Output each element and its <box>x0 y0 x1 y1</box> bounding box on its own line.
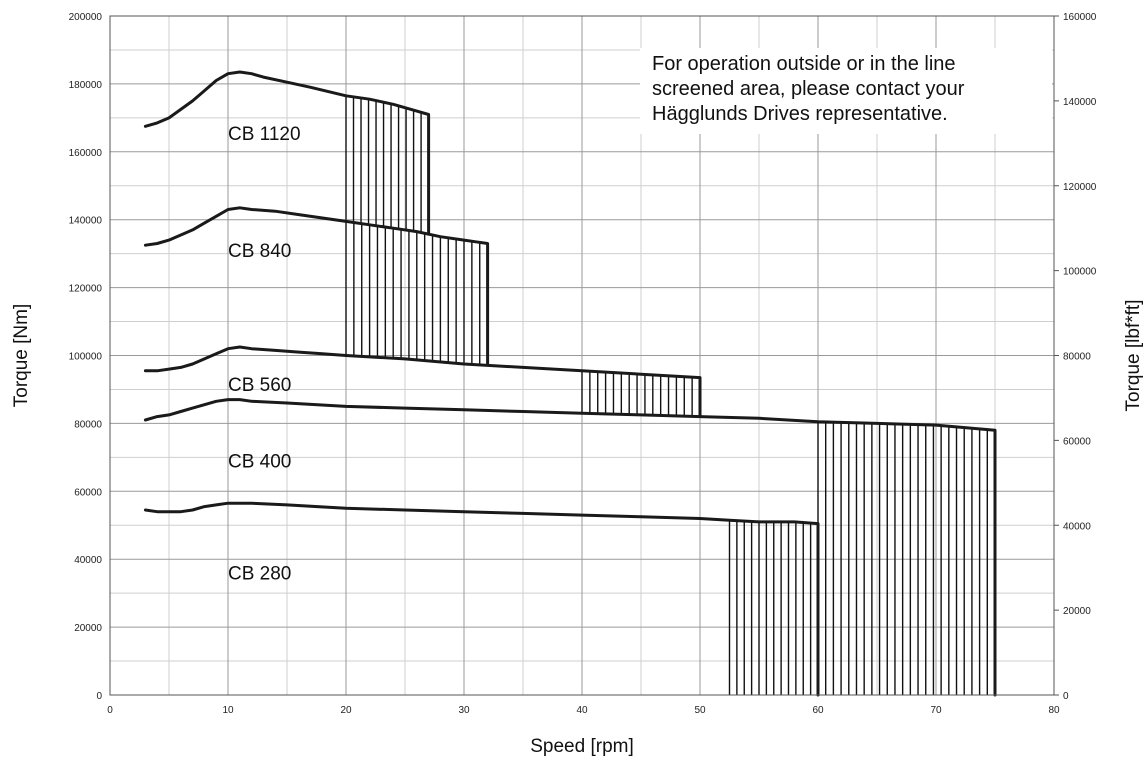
x-tick-label: 50 <box>694 705 706 716</box>
x-tick-label: 60 <box>812 705 824 716</box>
series-label-cb-400: CB 400 <box>228 452 291 473</box>
series-label-cb-1120: CB 1120 <box>228 124 301 145</box>
series-line-cb-1120 <box>143 70 431 235</box>
x-tick-label: 70 <box>930 705 942 716</box>
y-tick-label: 20000 <box>74 623 102 634</box>
y-tick-label: 160000 <box>69 148 103 159</box>
y2-tick-label: 100000 <box>1063 267 1097 278</box>
y2-tick-label: 0 <box>1063 691 1069 702</box>
y2-tick-label: 120000 <box>1063 182 1097 193</box>
annotation-line-1: For operation outside or in the line <box>652 53 956 75</box>
y-tick-label: 80000 <box>74 419 102 430</box>
x-tick-label: 20 <box>340 705 352 716</box>
x-tick-label: 10 <box>222 705 234 716</box>
y-tick-label: 60000 <box>74 487 102 498</box>
y-tick-label: 140000 <box>69 216 103 227</box>
series-line-cb-400 <box>143 398 997 697</box>
y-tick-label: 100000 <box>69 352 103 363</box>
series-line-cb-840 <box>143 206 490 366</box>
series-label-cb-280: CB 280 <box>228 564 291 585</box>
y2-tick-label: 80000 <box>1063 352 1091 363</box>
x-tick-label: 0 <box>107 705 113 716</box>
series-labels: CB 1120 CB 840 CB 560 CB 400 CB 280 <box>228 124 301 585</box>
y2-axis-title: Torque [lbf*ft] <box>1123 300 1144 412</box>
y-tick-label: 180000 <box>69 80 103 91</box>
y-tick-label: 120000 <box>69 284 103 295</box>
series-line-cb-560 <box>143 345 702 419</box>
y-axis-title: Torque [Nm] <box>11 304 32 407</box>
annotation-line-2: screened area, please contact your <box>652 78 965 100</box>
series-label-cb-560: CB 560 <box>228 375 291 396</box>
y2-axis-tick-labels: 0 20000 40000 60000 80000 100000 120000 140000 1… <box>1054 12 1097 702</box>
y-tick-label: 40000 <box>74 555 102 566</box>
y2-tick-label: 60000 <box>1063 436 1091 447</box>
annotation-line-3: Hägglunds Drives representative. <box>652 103 948 125</box>
y2-tick-label: 140000 <box>1063 97 1097 108</box>
x-tick-label: 40 <box>576 705 588 716</box>
x-tick-label: 80 <box>1048 705 1060 716</box>
series-line-cb-280 <box>143 501 820 697</box>
series-label-cb-840: CB 840 <box>228 241 291 262</box>
y2-tick-label: 20000 <box>1063 606 1091 617</box>
hatch-areas <box>345 95 989 695</box>
y2-tick-label: 160000 <box>1063 12 1097 23</box>
y-axis-tick-labels: 0 20000 40000 60000 80000 100000 120000 140000 1… <box>69 12 103 702</box>
x-axis-title: Speed [rpm] <box>530 736 634 757</box>
y2-tick-label: 40000 <box>1063 521 1091 532</box>
x-axis-tick-labels: 0 10 20 30 40 50 60 70 80 <box>107 705 1060 716</box>
series-curves <box>143 70 997 697</box>
y-tick-label: 200000 <box>69 12 103 23</box>
x-tick-label: 30 <box>458 705 470 716</box>
y-tick-label: 0 <box>96 691 102 702</box>
annotation-background <box>640 48 1052 134</box>
